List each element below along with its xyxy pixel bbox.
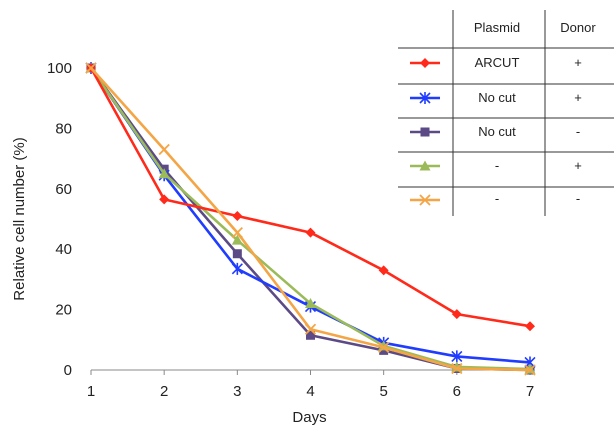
series-1 [85,62,536,369]
x-tick-label: 1 [87,383,95,400]
data-point [451,350,463,363]
legend-header-donor: Donor [560,20,596,35]
legend-donor-0: + [574,55,582,70]
legend-donor-2: - [576,124,580,139]
legend-plasmid-1: No cut [478,90,516,105]
y-tick-label: 40 [55,241,72,258]
data-point [379,345,389,355]
legend-donor-1: + [574,90,582,105]
y-axis-title: Relative cell number (%) [11,137,28,300]
series-line-2 [89,67,531,372]
legend-swatch-marker [419,160,431,171]
x-tick-label: 3 [233,383,241,400]
data-point [232,249,242,259]
x-tick-label: 5 [379,383,387,400]
legend-plasmid-2: No cut [478,124,516,139]
series-3 [85,62,536,374]
data-point [304,323,317,335]
y-tick-label: 60 [55,181,72,198]
series-line-0 [89,67,531,328]
data-point [231,226,243,239]
data-point [231,234,243,245]
axes: 1 2 3 4 5 6 7 0 20 40 60 80 100 Days Relative cell num… [11,60,534,426]
legend-swatch-marker [419,92,431,104]
y-tick-label: 0 [64,362,72,379]
data-point [451,309,462,320]
data-point [305,227,316,238]
data-point [158,143,170,156]
data-point [306,330,315,340]
series-layer [85,62,536,376]
y-tick-label: 20 [55,302,72,319]
legend-swatch-marker [420,58,430,68]
legend-swatch-0 [410,58,440,68]
data-point [378,265,389,276]
x-tick-label: 6 [453,383,461,400]
legend-donor-3: + [574,158,582,173]
y-tick-label: 80 [55,120,72,137]
legend-swatch-4 [410,194,440,206]
series-0 [86,63,535,332]
x-tick-label: 2 [160,383,168,400]
data-point [305,298,316,309]
legend-header-plasmid: Plasmid [474,20,520,35]
series-line-3 [89,67,531,371]
x-tick-label: 4 [306,383,314,400]
series-4 [85,62,536,376]
data-point [451,362,463,375]
data-point [85,62,97,74]
data-point [232,210,243,221]
x-axis-title: Days [292,409,326,426]
legend-plasmid-3: - [495,158,499,173]
data-point [378,341,390,353]
data-point [231,262,243,275]
data-point [158,168,170,179]
legend-table: Plasmid Donor ARCUT + No cut + No cut - … [398,10,614,216]
legend-plasmid-0: ARCUT [475,55,520,70]
legend-swatch-marker [420,127,430,137]
x-tick-label: 7 [526,383,534,400]
legend-swatch-marker [419,194,431,206]
legend-swatch-1 [410,92,440,104]
legend-donor-4: - [576,191,580,206]
y-tick-label: 100 [47,60,72,77]
series-line-1 [89,67,531,364]
legend-swatch-3 [410,160,440,171]
series-line-4 [90,67,531,372]
legend-swatch-2 [410,127,440,137]
data-point [525,321,535,332]
data-point [159,194,170,205]
legend-plasmid-4: - [495,191,499,206]
data-point [524,364,536,376]
